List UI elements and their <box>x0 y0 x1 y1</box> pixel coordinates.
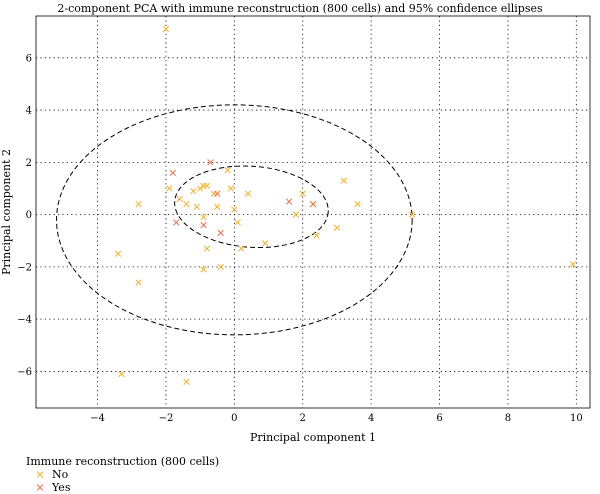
x-axis-label: Principal component 1 <box>250 431 376 444</box>
data-point-no <box>292 211 300 218</box>
data-point-no <box>244 190 252 197</box>
data-point-no <box>231 206 238 213</box>
data-point-no <box>135 200 142 208</box>
data-point-yes <box>309 200 317 208</box>
y-axis-label: Principal component 2 <box>0 149 13 275</box>
data-point-no <box>217 263 224 271</box>
y-tick-label: −2 <box>17 262 32 273</box>
data-point-no <box>261 240 269 247</box>
x-tick-label: 8 <box>505 413 511 424</box>
data-point-yes <box>214 190 221 197</box>
legend-title: Immune reconstruction (800 cells) <box>26 455 219 468</box>
y-tick-label: 4 <box>26 106 32 117</box>
x-tick-label: 10 <box>570 413 583 424</box>
data-point-yes <box>217 229 224 237</box>
x-tick-label: 4 <box>368 413 374 424</box>
y-tick-label: 0 <box>26 210 32 221</box>
chart-title: 2-component PCA with immune reconstructi… <box>57 2 543 15</box>
data-point-no <box>200 266 207 273</box>
data-point-no <box>193 203 200 210</box>
data-point-yes <box>207 159 214 166</box>
x-tick-label: 2 <box>300 413 306 424</box>
data-point-no <box>214 203 221 210</box>
y-tick-label: 2 <box>26 158 32 169</box>
data-point-no <box>183 200 190 208</box>
data-point-no <box>340 177 347 184</box>
x-tick-label: 0 <box>231 413 237 424</box>
data-point-no <box>569 261 577 268</box>
data-point-no <box>196 185 204 192</box>
data-point-yes <box>173 219 180 226</box>
data-point-no <box>203 182 211 190</box>
confidence-ellipse <box>56 104 413 336</box>
legend-marker-yes <box>36 484 44 491</box>
data-point-no <box>299 190 306 197</box>
grid-lines <box>36 16 590 408</box>
data-point-no <box>224 166 231 174</box>
y-tick-label: 6 <box>26 53 32 64</box>
data-point-no <box>190 187 197 195</box>
data-point-no <box>234 219 241 226</box>
data-point-no <box>118 370 125 378</box>
legend-label-yes: Yes <box>51 481 71 494</box>
confidence-ellipse <box>174 165 329 249</box>
data-point-no <box>354 200 361 208</box>
data-point-no <box>176 195 183 203</box>
data-point-no <box>162 25 170 33</box>
data-point-no <box>333 224 341 231</box>
data-point-yes <box>200 221 207 229</box>
y-tick-label: −6 <box>17 367 32 378</box>
legend-marker-no <box>36 471 44 478</box>
confidence-ellipses <box>56 104 413 336</box>
data-point-no <box>237 245 245 252</box>
data-points <box>114 25 577 386</box>
legend-label-no: No <box>52 468 69 481</box>
data-point-yes <box>169 169 176 176</box>
data-point-no <box>408 211 416 218</box>
data-point-no <box>114 250 122 258</box>
tick-labels: −4 −2 0 2 4 6 8 10 −6 −4 −2 0 2 4 6 <box>17 53 582 424</box>
data-point-no <box>203 245 211 252</box>
plot-frame <box>35 15 591 409</box>
data-point-no <box>313 232 320 239</box>
data-point-no <box>200 214 207 221</box>
data-point-no <box>183 378 190 386</box>
y-tick-label: −4 <box>17 315 32 326</box>
data-point-no <box>227 185 235 192</box>
data-point-no <box>166 185 173 192</box>
x-tick-label: 6 <box>436 413 442 424</box>
data-point-yes <box>285 198 293 205</box>
x-tick-label: −2 <box>159 413 174 424</box>
x-tick-label: −4 <box>90 413 105 424</box>
data-point-no <box>135 279 142 286</box>
